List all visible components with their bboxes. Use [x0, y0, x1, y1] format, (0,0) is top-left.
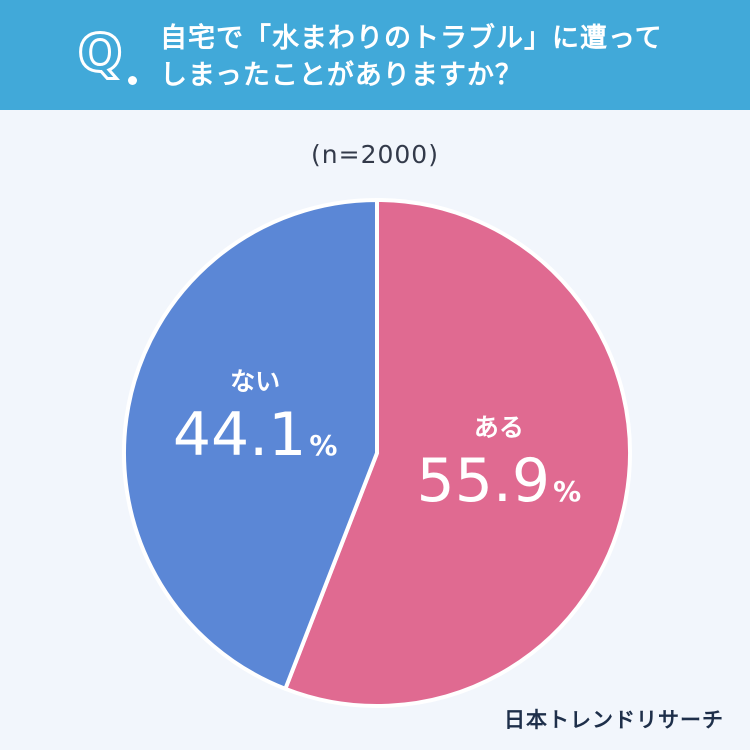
q-badge: Q	[76, 23, 123, 86]
question-header: Q 自宅で「水まわりのトラブル」に遭って しまったことがありますか？	[0, 0, 750, 110]
slice-label-nai: ない	[230, 367, 280, 396]
question-text: 自宅で「水まわりのトラブル」に遭って しまったことがありますか？	[160, 20, 730, 94]
pie-labels: ある 55.9 % ない 44.1%	[173, 367, 581, 516]
question-line-1: 自宅で「水まわりのトラブル」に遭って	[160, 23, 663, 54]
q-badge-dot	[128, 76, 137, 85]
question-line-2: しまったことがありますか？	[160, 60, 523, 91]
source-credit: 日本トレンドリサーチ	[504, 708, 724, 732]
slice-nai	[122, 198, 379, 691]
slice-value-aru: 55.9%	[417, 446, 582, 516]
pie-slices	[122, 198, 632, 708]
sample-size: (n=2000)	[311, 140, 439, 169]
slice-aru	[283, 198, 632, 708]
slice-value-nai: 44.1%	[173, 400, 338, 470]
slice-label-aru: ある	[474, 413, 524, 442]
